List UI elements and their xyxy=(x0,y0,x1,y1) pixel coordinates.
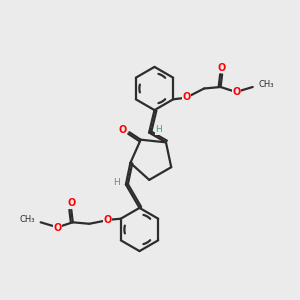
Text: O: O xyxy=(67,198,75,208)
Text: O: O xyxy=(218,63,226,73)
Text: O: O xyxy=(53,223,61,233)
Text: CH₃: CH₃ xyxy=(258,80,274,88)
Text: H: H xyxy=(113,178,120,188)
Text: O: O xyxy=(118,125,127,135)
Text: O: O xyxy=(183,92,191,102)
Text: O: O xyxy=(103,215,111,225)
Text: H: H xyxy=(155,125,162,134)
Text: O: O xyxy=(232,87,240,98)
Text: CH₃: CH₃ xyxy=(20,215,35,224)
